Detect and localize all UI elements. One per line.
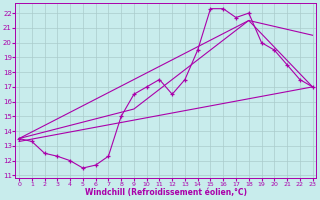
X-axis label: Windchill (Refroidissement éolien,°C): Windchill (Refroidissement éolien,°C): [85, 188, 247, 197]
